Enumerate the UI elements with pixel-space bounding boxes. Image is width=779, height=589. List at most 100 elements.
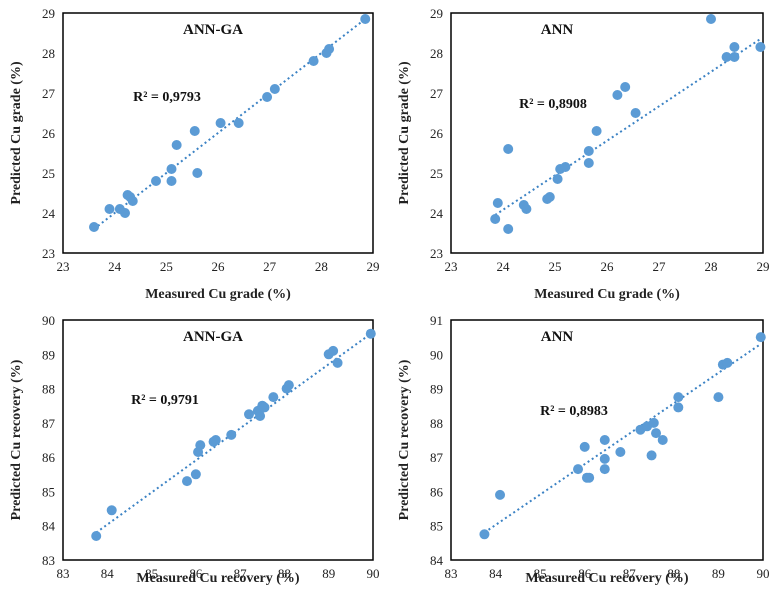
x-tick-label: 90 <box>757 566 770 581</box>
x-tick-label: 88 <box>278 566 291 581</box>
y-tick-label: 88 <box>430 416 443 431</box>
x-tick-label: 89 <box>322 566 335 581</box>
x-tick-label: 84 <box>489 566 503 581</box>
data-point <box>328 345 339 356</box>
y-tick-label: 26 <box>430 126 444 141</box>
panel-title: ANN <box>541 329 574 345</box>
x-tick-label: 88 <box>667 566 680 581</box>
data-point <box>630 108 641 118</box>
data-point <box>651 428 662 439</box>
data-point <box>192 168 203 178</box>
x-tick-label: 29 <box>757 259 770 274</box>
data-point <box>729 52 740 62</box>
data-point <box>182 476 192 487</box>
y-tick-label: 24 <box>430 206 444 221</box>
data-point <box>190 469 201 480</box>
trendline <box>494 38 761 216</box>
data-point <box>360 14 371 24</box>
y-tick-label: 87 <box>430 450 444 465</box>
x-tick-label: 89 <box>712 566 725 581</box>
x-tick-label: 28 <box>315 259 328 274</box>
data-point <box>283 380 294 391</box>
y-tick-label: 84 <box>42 519 56 534</box>
r-squared-label: R² = 0,8908 <box>519 97 587 112</box>
y-tick-label: 86 <box>430 484 444 499</box>
plot-frame <box>450 319 764 561</box>
y-tick-label: 90 <box>430 347 443 362</box>
y-tick-label: 89 <box>430 382 443 397</box>
x-tick-label: 27 <box>653 259 667 274</box>
data-point <box>226 429 237 440</box>
data-point <box>755 332 766 343</box>
data-point <box>233 118 244 128</box>
data-point <box>657 435 668 445</box>
data-point <box>189 126 200 136</box>
data-point <box>195 440 206 451</box>
x-tick-label: 83 <box>445 566 458 581</box>
data-point <box>262 92 273 102</box>
data-point <box>620 82 631 92</box>
data-point <box>584 472 595 483</box>
y-tick-label: 28 <box>430 46 443 61</box>
x-tick-label: 86 <box>578 566 592 581</box>
trendline <box>95 332 372 534</box>
data-point <box>479 529 490 540</box>
data-point <box>210 435 221 445</box>
x-tick-label: 84 <box>101 566 115 581</box>
y-tick-label: 29 <box>42 6 55 21</box>
x-tick-label: 24 <box>108 259 122 274</box>
data-point <box>268 392 279 403</box>
y-tick-label: 28 <box>42 46 55 61</box>
data-point <box>215 118 226 128</box>
data-point <box>127 196 138 206</box>
data-point <box>591 126 602 136</box>
data-point <box>490 214 501 224</box>
data-point <box>721 52 732 62</box>
data-point <box>673 392 684 403</box>
data-point <box>612 90 623 100</box>
data-point <box>365 328 376 339</box>
chart-panel-1: 23 24 25 26 27 28 29 23 24 25 26 27 28 29 Measured Cu … <box>9 6 380 302</box>
y-tick-label: 29 <box>430 6 443 21</box>
r-squared-label: R² = 0,8983 <box>540 404 608 419</box>
data-point <box>104 204 115 214</box>
data-point <box>91 531 102 541</box>
data-point <box>713 392 724 403</box>
data-point <box>706 14 716 24</box>
y-tick-label: 25 <box>430 166 443 181</box>
data-point <box>521 204 532 214</box>
data-point <box>599 464 610 475</box>
trendline <box>483 343 762 534</box>
y-tick-label: 23 <box>42 246 55 261</box>
data-point <box>308 56 319 66</box>
x-tick-label: 23 <box>445 259 458 274</box>
x-tick-label: 24 <box>497 259 511 274</box>
data-point <box>673 402 684 413</box>
r-squared-label: R² = 0,9791 <box>131 393 199 408</box>
panel-title: ANN-GA <box>183 22 243 38</box>
panel-title: ANN <box>541 22 574 38</box>
data-point <box>729 42 740 52</box>
data-point <box>615 447 626 457</box>
y-axis-label: Predicted Cu recovery (%) <box>397 359 412 520</box>
y-tick-label: 84 <box>430 553 444 568</box>
chart-panel-2: 23 24 25 26 27 28 29 23 24 25 26 27 28 29 Measured Cu … <box>397 6 770 302</box>
data-point <box>583 158 594 168</box>
data-point <box>495 489 506 500</box>
data-point <box>166 176 177 186</box>
x-axis-label: Measured Cu grade (%) <box>534 287 680 302</box>
data-point <box>648 417 659 428</box>
x-tick-label: 86 <box>189 566 203 581</box>
chart-panel-4: 83 84 85 86 87 88 89 908485868788899091Measured… <box>397 313 770 586</box>
data-point <box>89 222 99 232</box>
data-point <box>503 224 514 234</box>
data-point <box>255 411 266 421</box>
y-tick-label: 85 <box>430 519 443 534</box>
data-point <box>573 464 584 475</box>
data-point <box>259 402 270 413</box>
data-point <box>332 357 343 368</box>
x-tick-label: 25 <box>160 259 173 274</box>
data-point <box>324 44 335 54</box>
x-tick-label: 87 <box>234 566 248 581</box>
